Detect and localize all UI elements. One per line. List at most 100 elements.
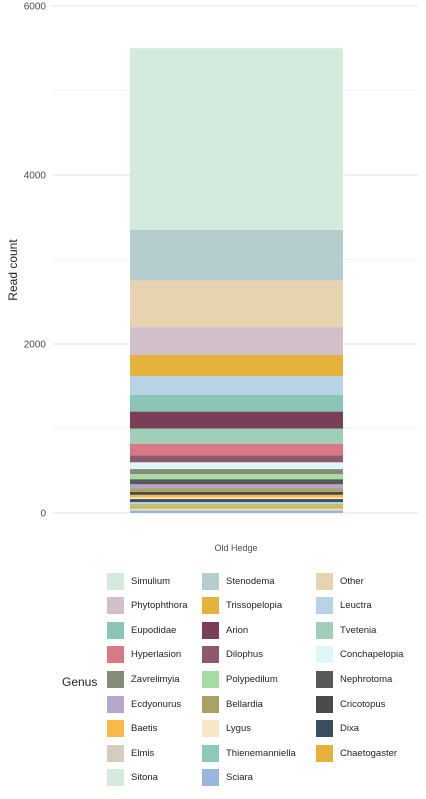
legend-item-thienemanniella: Thienemanniella <box>202 744 296 762</box>
legend-label: Other <box>340 575 364 587</box>
legend-label: Tvetenia <box>340 624 377 636</box>
y-axis-label: Read count <box>6 239 20 301</box>
y-axis-ticks: 0 2000 4000 6000 <box>24 2 47 520</box>
bar-segment-other <box>130 280 343 328</box>
legend-label: Thienemanniella <box>226 747 296 759</box>
legend-key <box>202 720 219 738</box>
legend-key <box>107 572 124 590</box>
x-category-label: Old Hedge <box>214 543 257 553</box>
legend-item-dixa: Dixa <box>316 720 359 738</box>
bar-segments <box>130 48 343 513</box>
legend-key <box>107 769 124 787</box>
legend-label: Conchapelopia <box>340 649 404 661</box>
bar-segment-bellardia <box>130 488 343 492</box>
legend-label: Phytophthora <box>131 600 188 612</box>
bar-segment-conchapelopia <box>130 462 343 470</box>
legend-item-polypedilum: Polypedilum <box>202 670 278 688</box>
legend: Genus Simulium Stenodema Other Phytophthora… <box>62 570 412 790</box>
legend-item-sciara: Sciara <box>202 769 253 787</box>
legend-key <box>202 621 219 639</box>
legend-item-tvetenia: Tvetenia <box>316 621 376 639</box>
legend-key <box>202 670 219 688</box>
bar-segment-cricotopus <box>130 491 343 495</box>
legend-key <box>316 670 333 688</box>
legend-key <box>202 744 219 762</box>
legend-label: Leuctra <box>340 600 372 612</box>
legend-label: Elmis <box>131 747 155 759</box>
legend-key <box>202 572 219 590</box>
legend-key <box>107 744 124 762</box>
legend-key <box>202 769 219 787</box>
legend-item-hyperlasion: Hyperlasion <box>107 646 181 664</box>
bar-segment-polypedilum <box>130 474 343 480</box>
legend-item-arion: Arion <box>202 621 248 639</box>
y-tick-label: 2000 <box>24 340 47 351</box>
legend-key <box>316 646 333 664</box>
bar-segment-zavrelimyia <box>130 469 343 475</box>
legend-label: Baetis <box>131 723 158 735</box>
bar-segment-dilophus <box>130 455 343 463</box>
legend-item-zavrelimyia: Zavrelimyia <box>107 670 180 688</box>
bar-segment-ecdyonurus <box>130 484 343 489</box>
legend-key <box>202 695 219 713</box>
bar-segment-simulium <box>130 48 343 230</box>
legend-item-conchapelopia: Conchapelopia <box>316 646 403 664</box>
legend-label: Chaetogaster <box>340 747 398 759</box>
legend-label: Bellardia <box>226 698 263 710</box>
legend-label: Trissopelopia <box>226 600 283 612</box>
y-tick-label: 4000 <box>24 171 47 182</box>
legend-key <box>316 572 333 590</box>
bar-segment-thienemanniella <box>130 503 343 506</box>
legend-item-phytophthora: Phytophthora <box>107 597 188 615</box>
legend-label: Eupodidae <box>131 624 177 636</box>
bar-segment-nephrotoma <box>130 479 343 485</box>
bar-segment-leuctra <box>130 376 343 395</box>
legend-label: Arion <box>226 624 249 636</box>
legend-label: Stenodema <box>226 575 275 587</box>
bar-segment-tvetenia <box>130 428 343 444</box>
legend-label: Polypedilum <box>226 673 278 685</box>
bar-segment-sciara <box>130 510 343 513</box>
bar-segment-eupodidae <box>130 394 343 412</box>
legend-key <box>107 670 124 688</box>
y-tick-label: 6000 <box>24 2 47 13</box>
legend-item-baetis: Baetis <box>107 720 157 738</box>
y-tick-label: 0 <box>40 509 46 520</box>
legend-label: Sitona <box>131 772 158 784</box>
legend-item-other: Other <box>316 572 364 590</box>
legend-key <box>107 695 124 713</box>
legend-key <box>316 695 333 713</box>
legend-key <box>202 597 219 615</box>
legend-key <box>316 597 333 615</box>
legend-label: Lygus <box>226 723 251 735</box>
bar-segment-dixa <box>130 499 343 503</box>
legend-item-chaetogaster: Chaetogaster <box>316 744 397 762</box>
legend-item-simulium: Simulium <box>107 572 170 590</box>
bar-segment-sitona <box>130 508 343 511</box>
legend-label: Hyperlasion <box>131 649 182 661</box>
stacked-bar-chart: 0 2000 4000 6000 Read count Old Hedge <box>6 2 418 553</box>
bar-segment-baetis <box>130 494 343 498</box>
legend-item-nephrotoma: Nephrotoma <box>316 670 392 688</box>
legend-item-stenodema: Stenodema <box>202 572 275 590</box>
legend-key <box>202 646 219 664</box>
legend-key <box>107 621 124 639</box>
legend-label: Dilophus <box>226 649 263 661</box>
bar-segment-hyperlasion <box>130 443 343 456</box>
legend-key <box>316 720 333 738</box>
legend-label: Cricotopus <box>340 698 386 710</box>
legend-key <box>316 621 333 639</box>
legend-item-trissopelopia: Trissopelopia <box>202 597 282 615</box>
legend-label: Nephrotoma <box>340 673 393 685</box>
bar-segment-elmis <box>130 502 343 504</box>
legend-item-cricotopus: Cricotopus <box>316 695 385 713</box>
legend-item-elmis: Elmis <box>107 744 154 762</box>
bar-segment-phytophthora <box>130 327 343 355</box>
bar-segment-lygus <box>130 497 343 500</box>
legend-label: Simulium <box>131 575 171 587</box>
legend-item-lygus: Lygus <box>202 720 251 738</box>
legend-label: Ecdyonurus <box>131 698 182 710</box>
bar-segment-stenodema <box>130 229 343 281</box>
legend-label: Zavrelimyia <box>131 673 180 685</box>
bar-segment-chaetogaster <box>130 505 343 509</box>
